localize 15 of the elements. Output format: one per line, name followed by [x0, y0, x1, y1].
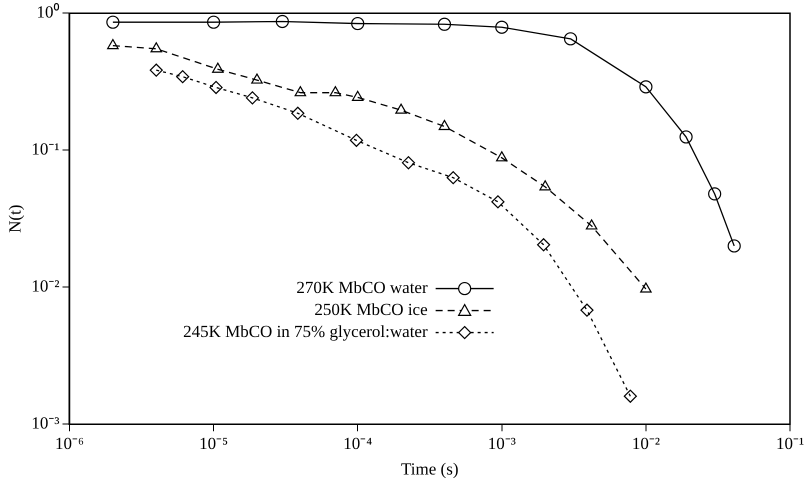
y-tick-label: 10⁻² — [31, 276, 60, 296]
x-tick-label: 10⁻² — [632, 434, 660, 453]
x-tick-label: 10⁻⁴ — [343, 434, 372, 453]
x-tick-label: 10⁻¹ — [776, 434, 804, 453]
y-tick-label: 10⁻¹ — [31, 140, 60, 159]
x-tick-label: 10⁻⁵ — [199, 434, 228, 453]
legend-label: 270K MbCO water — [296, 278, 428, 298]
x-tick-label: 10⁻⁶ — [55, 434, 84, 453]
x-axis-title: Time (s) — [401, 459, 458, 478]
y-axis-title: N(t) — [6, 204, 25, 233]
y-tick-label: 10⁻³ — [31, 414, 60, 433]
x-tick-label: 10⁻³ — [488, 434, 516, 453]
legend-label: 250K MbCO ice — [314, 300, 428, 320]
y-tick-label: 10⁰ — [36, 2, 60, 22]
legend-label: 245K MbCO in 75% glycerol:water — [183, 322, 428, 342]
